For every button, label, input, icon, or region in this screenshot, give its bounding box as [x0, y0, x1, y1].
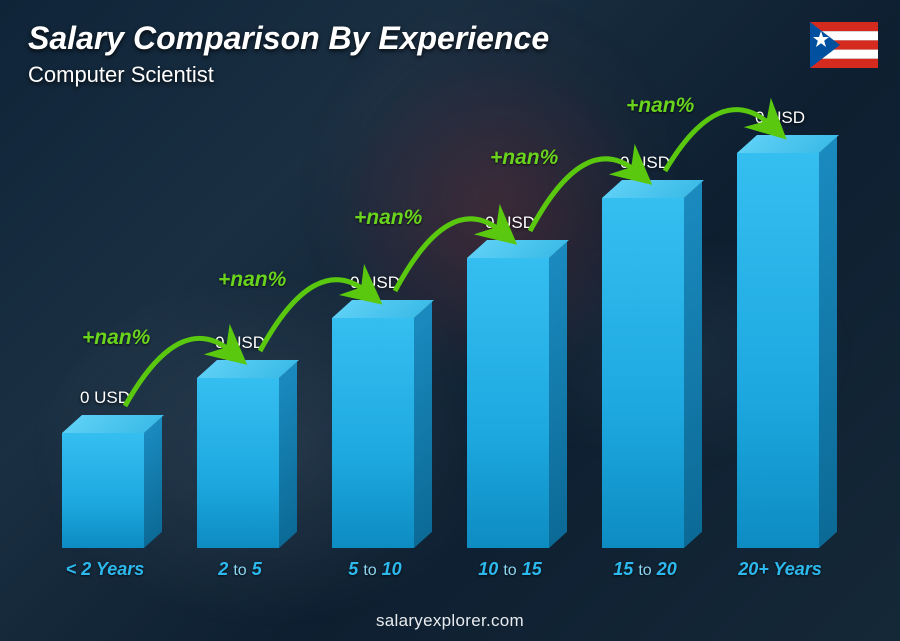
delta-label-2: +nan%: [354, 206, 422, 230]
bar-2-value: 0 USD: [310, 273, 440, 293]
delta-label-0: +nan%: [82, 326, 150, 350]
bar-5-value: 0 USD: [715, 108, 845, 128]
bar-4-xlabel: 15 to 20: [580, 559, 710, 580]
bar-5-xlabel: 20+ Years: [715, 559, 845, 580]
bar-2-xlabel: 5 to 10: [310, 559, 440, 580]
bar-3-value: 0 USD: [445, 213, 575, 233]
delta-label-1: +nan%: [218, 268, 286, 292]
delta-label-3: +nan%: [490, 146, 558, 170]
chart-title: Salary Comparison By Experience: [28, 20, 549, 57]
footer-text: salaryexplorer.com: [0, 611, 900, 631]
delta-label-4: +nan%: [626, 94, 694, 118]
bar-0-value: 0 USD: [40, 388, 170, 408]
bar-0-xlabel: < 2 Years: [40, 559, 170, 580]
chart-subtitle: Computer Scientist: [28, 62, 214, 88]
bar-3-xlabel: 10 to 15: [445, 559, 575, 580]
flag-icon: [810, 22, 878, 68]
chart-container: Salary Comparison By Experience Computer…: [0, 0, 900, 641]
bar-1-xlabel: 2 to 5: [175, 559, 305, 580]
bar-1-value: 0 USD: [175, 333, 305, 353]
plot-area: 0 USD < 2 Years 0 USD 2 to 5 0: [40, 86, 850, 586]
bar-4-value: 0 USD: [580, 153, 710, 173]
